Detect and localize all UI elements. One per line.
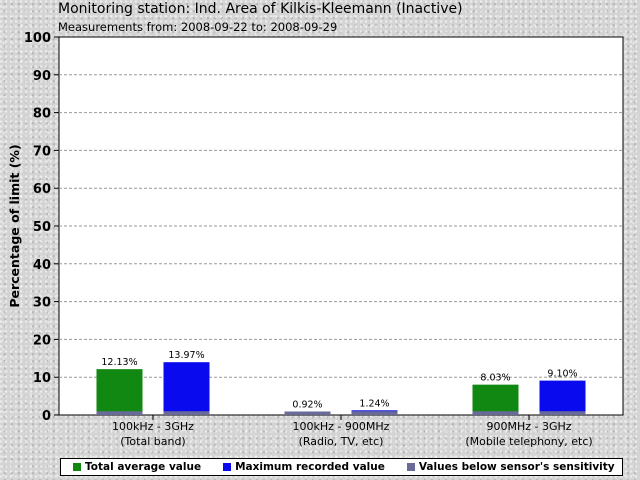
legend-label-average: Total average value: [85, 461, 202, 473]
y-tick-label: 90: [33, 69, 51, 84]
legend-label-sensitivity: Values below sensor's sensitivity: [418, 461, 615, 473]
x-tick-label: (Mobile telephony, etc): [465, 435, 592, 448]
sensitivity-bar-segment: [284, 411, 331, 415]
data-label: 12.13%: [101, 357, 137, 368]
bar: [539, 380, 586, 415]
y-tick-label: 100: [24, 31, 51, 46]
y-tick-label: 20: [33, 333, 51, 348]
y-tick-labels: 0 10 20 30 40 50 60 70 80 90 100: [24, 31, 51, 424]
legend-swatch-average: [73, 463, 81, 471]
y-axis-label: Percentage of limit (%): [7, 144, 22, 307]
data-label: 9.10%: [547, 369, 577, 380]
chart-subtitle: Measurements from: 2008-09-22 to: 2008-0…: [58, 20, 338, 34]
legend-label-maximum: Maximum recorded value: [235, 461, 385, 473]
legend-swatch-sensitivity: [406, 463, 415, 471]
bars: [96, 362, 586, 415]
y-tick-label: 30: [33, 296, 51, 311]
y-tick-label: 0: [42, 409, 51, 424]
legend-swatch-maximum: [223, 463, 232, 471]
chart-title: Monitoring station: Ind. Area of Kilkis-…: [58, 1, 463, 17]
sensitivity-bar-segment: [539, 411, 586, 415]
grid-lines: [54, 36, 623, 420]
data-label: 0.92%: [292, 400, 322, 411]
bar: [96, 369, 143, 415]
bar: [472, 384, 519, 415]
y-tick-label: 80: [33, 107, 51, 122]
y-tick-label: 70: [33, 144, 51, 159]
legend-item-maximum: Maximum recorded value: [223, 461, 385, 473]
x-tick-label: 900MHz - 3GHz: [486, 420, 571, 433]
y-tick-label: 50: [33, 220, 51, 235]
y-tick-label: 60: [33, 182, 51, 197]
sensitivity-bar-segment: [472, 411, 519, 415]
data-label: 8.03%: [480, 373, 510, 384]
bar: [163, 362, 210, 415]
x-tick-label: (Radio, TV, etc): [299, 435, 384, 448]
sensitivity-bar-segment: [163, 411, 210, 415]
chart-legend: Total average value Maximum recorded val…: [60, 458, 623, 476]
legend-item-average: Total average value: [73, 461, 201, 473]
data-labels: 12.13% 13.97% 0.92% 1.24% 8.03% 9.10%: [101, 350, 577, 410]
x-tick-labels: 100kHz - 3GHz (Total band) 100kHz - 900MHz…: [112, 420, 593, 448]
data-label: 13.97%: [168, 350, 204, 361]
sensitivity-bar-segment: [96, 411, 143, 415]
y-tick-label: 40: [33, 258, 51, 273]
data-label: 1.24%: [359, 398, 389, 409]
legend-item-sensitivity: Values below sensor's sensitivity: [406, 461, 615, 473]
x-tick-label: 100kHz - 900MHz: [293, 420, 390, 433]
x-tick-label: 100kHz - 3GHz: [112, 420, 194, 433]
y-tick-label: 10: [33, 371, 51, 386]
x-tick-label: (Total band): [120, 435, 185, 448]
sensitivity-bar-segment: [351, 411, 398, 415]
